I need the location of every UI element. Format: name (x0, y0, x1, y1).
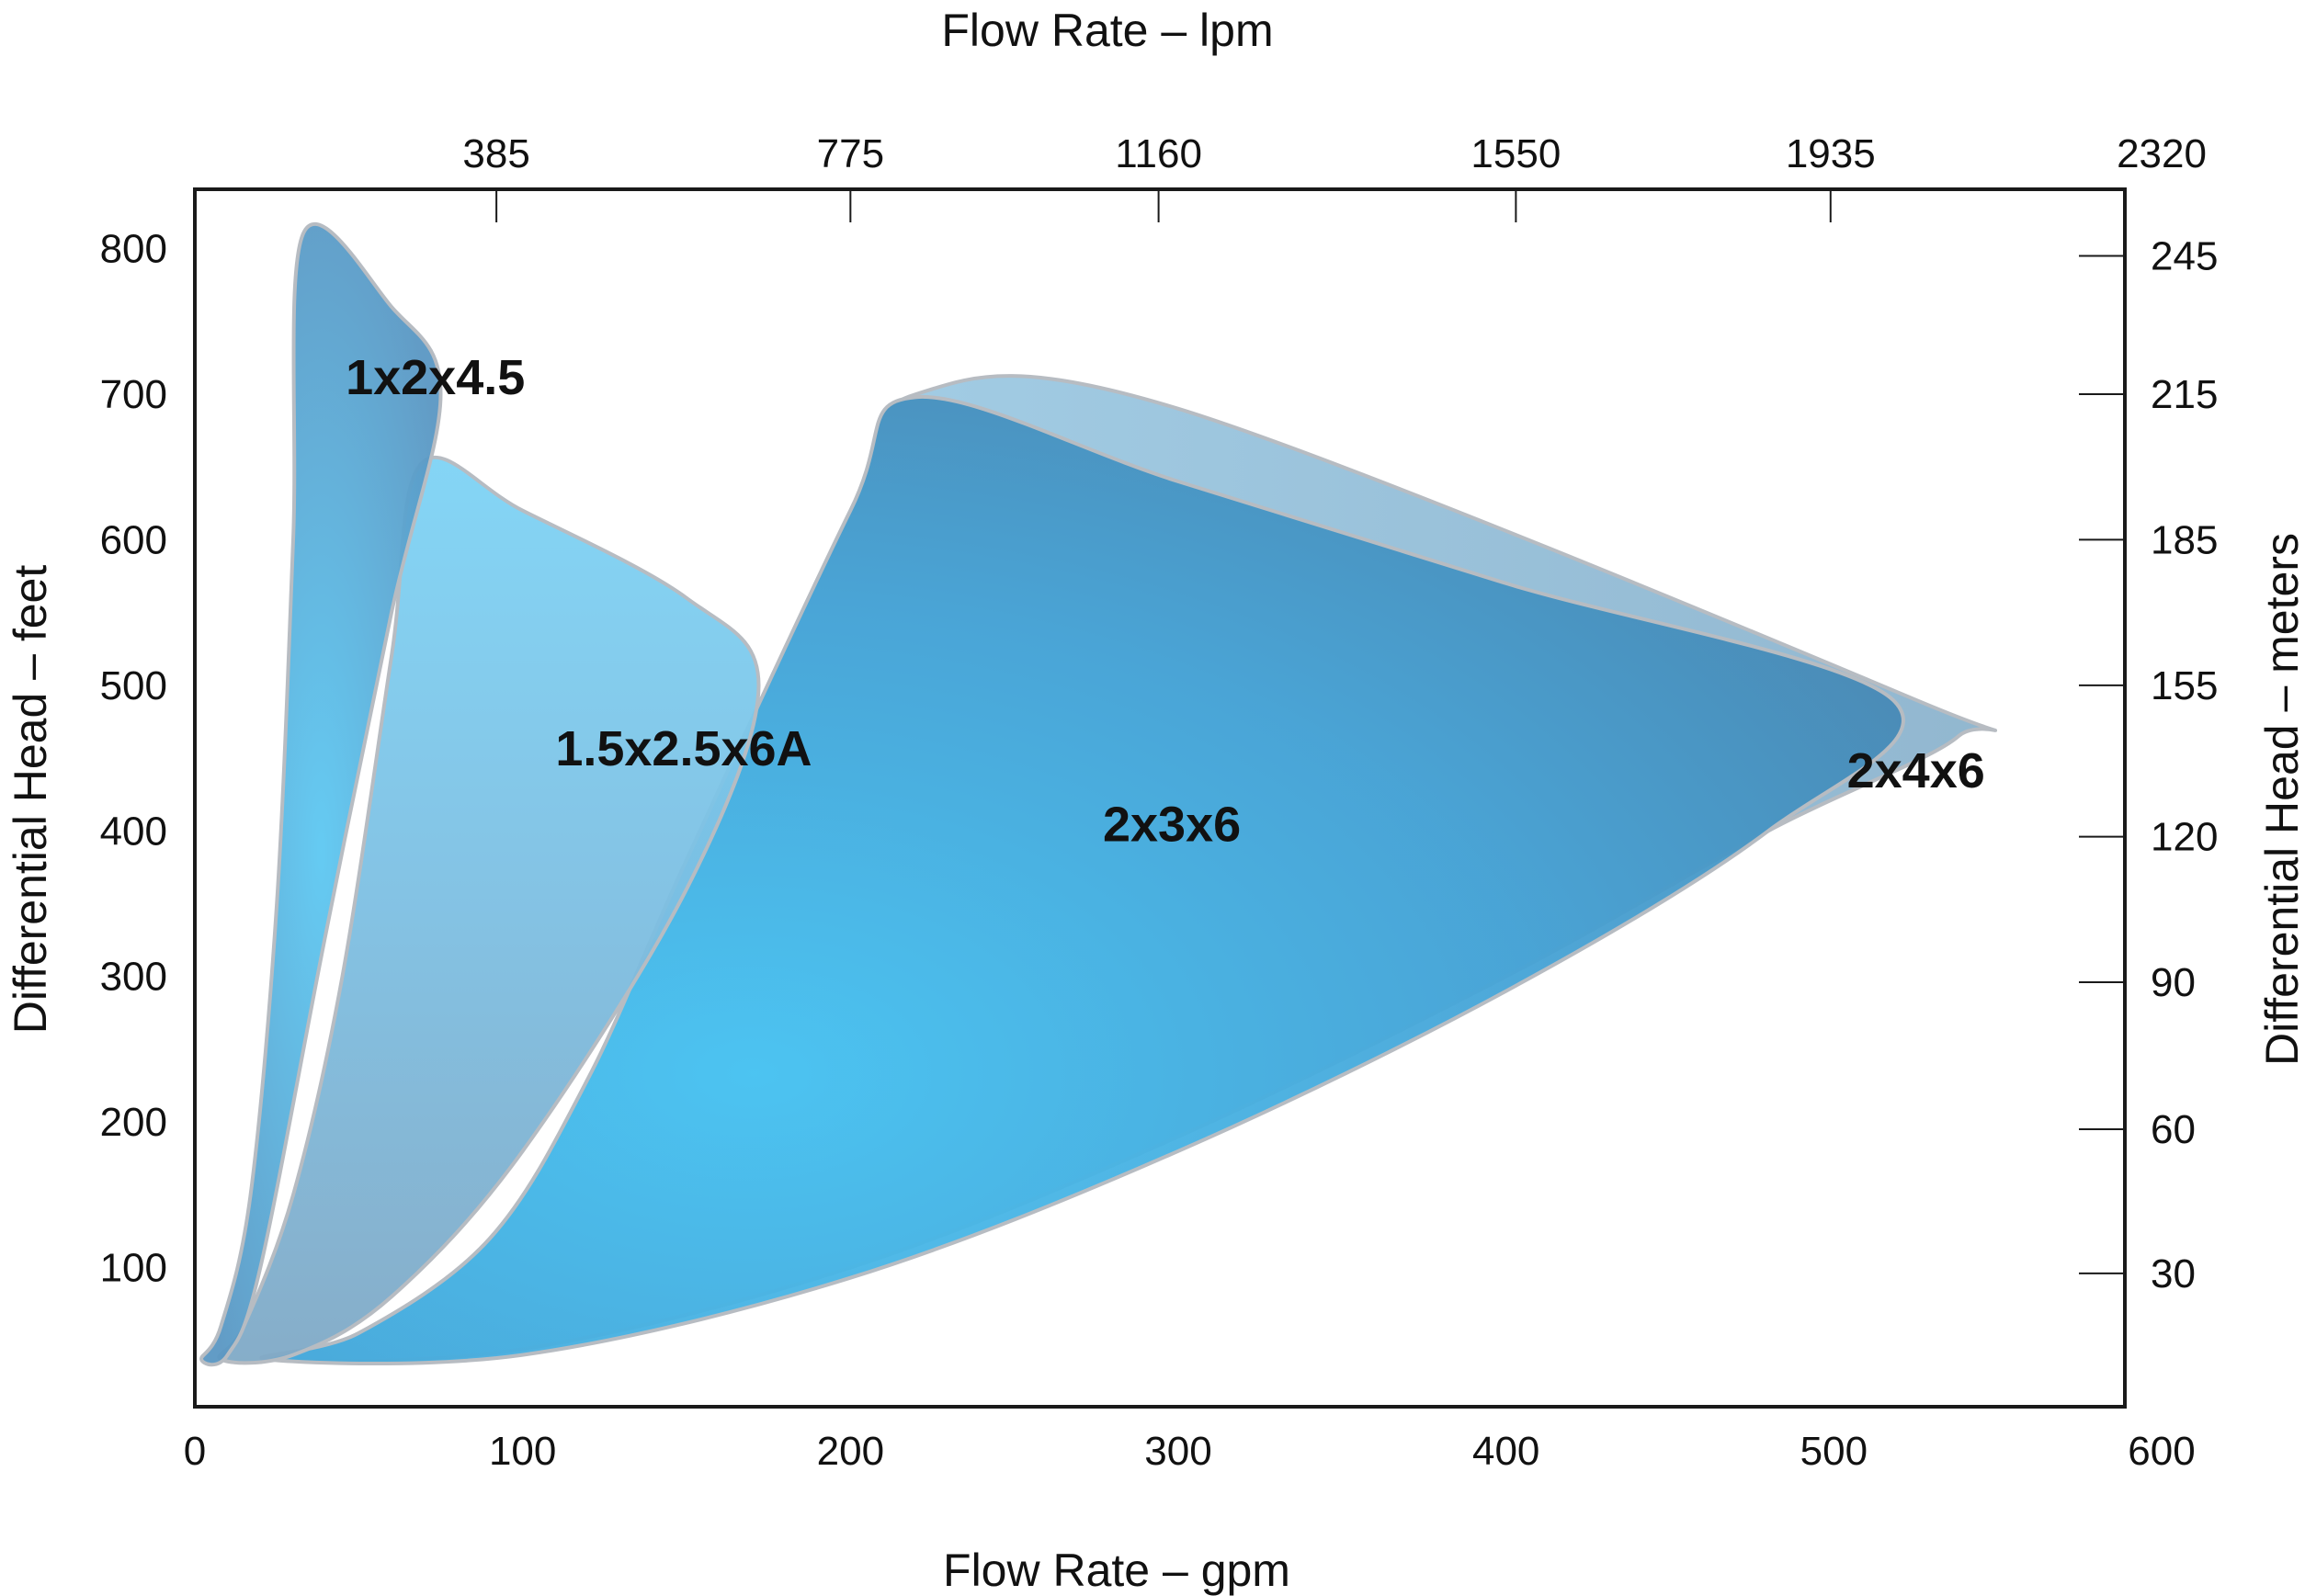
region-1x2x4-5 (199, 222, 443, 1367)
top-axis-ticks (495, 189, 1832, 222)
right-axis-title: Differential Head – meters (2256, 533, 2305, 1066)
left-tick-label: 500 (100, 663, 167, 708)
top-tick-label: 1160 (1115, 131, 1202, 176)
top-axis-labels: 385 775 1160 1550 1935 2320 (462, 131, 2207, 176)
region-label-1-5x2-5x6a: 1.5x2.5x6A (555, 721, 812, 776)
right-tick-label: 245 (2151, 233, 2218, 278)
bottom-tick-label: 400 (1472, 1429, 1539, 1474)
bottom-tick-label: 600 (2128, 1429, 2195, 1474)
top-tick-label: 2320 (2117, 131, 2207, 176)
left-tick-label: 100 (100, 1246, 167, 1291)
left-tick-label: 600 (100, 517, 167, 562)
bottom-tick-label: 0 (184, 1429, 206, 1474)
region-label-2x4x6: 2x4x6 (1847, 743, 1985, 798)
regions (199, 222, 1998, 1367)
bottom-tick-label: 500 (1800, 1429, 1868, 1474)
region-label-1x2x4-5: 1x2x4.5 (346, 350, 525, 405)
bottom-axis-labels: 0 100 200 300 400 500 600 (184, 1429, 2196, 1474)
right-tick-label: 30 (2151, 1251, 2196, 1296)
top-tick-label: 775 (817, 131, 884, 176)
right-tick-label: 90 (2151, 960, 2196, 1005)
right-tick-label: 155 (2151, 663, 2218, 708)
top-tick-label: 1550 (1470, 131, 1561, 176)
right-tick-label: 185 (2151, 517, 2218, 562)
bottom-tick-label: 200 (817, 1429, 884, 1474)
region-label-2x3x6: 2x3x6 (1103, 797, 1241, 852)
bottom-tick-label: 300 (1144, 1429, 1211, 1474)
left-axis-title: Differential Head – feet (5, 565, 56, 1035)
region-1-5x2-5x6a (217, 456, 761, 1365)
bottom-axis-title: Flow Rate – gpm (943, 1545, 1290, 1596)
plot-frame (193, 187, 2127, 1409)
left-tick-label: 700 (100, 372, 167, 417)
top-axis-title: Flow Rate – lpm (941, 5, 1273, 56)
right-axis-labels: 30 60 90 120 155 185 215 245 (2151, 233, 2218, 1296)
left-tick-label: 200 (100, 1100, 167, 1145)
top-tick-label: 1935 (1786, 131, 1876, 176)
left-axis-labels: 100 200 300 400 500 600 700 800 (100, 227, 167, 1291)
region-2x3x6 (259, 394, 1905, 1366)
region-labels: 2x4x6 2x3x6 1.5x2.5x6A 1x2x4.5 (346, 350, 1985, 852)
right-axis-ticks (2079, 255, 2125, 1274)
left-tick-label: 300 (100, 955, 167, 1000)
top-tick-label: 385 (462, 131, 529, 176)
right-tick-label: 60 (2151, 1107, 2196, 1152)
left-tick-label: 800 (100, 227, 167, 272)
bottom-tick-label: 100 (489, 1429, 556, 1474)
right-tick-label: 120 (2151, 815, 2218, 860)
right-tick-label: 215 (2151, 372, 2218, 417)
left-tick-label: 400 (100, 809, 167, 854)
